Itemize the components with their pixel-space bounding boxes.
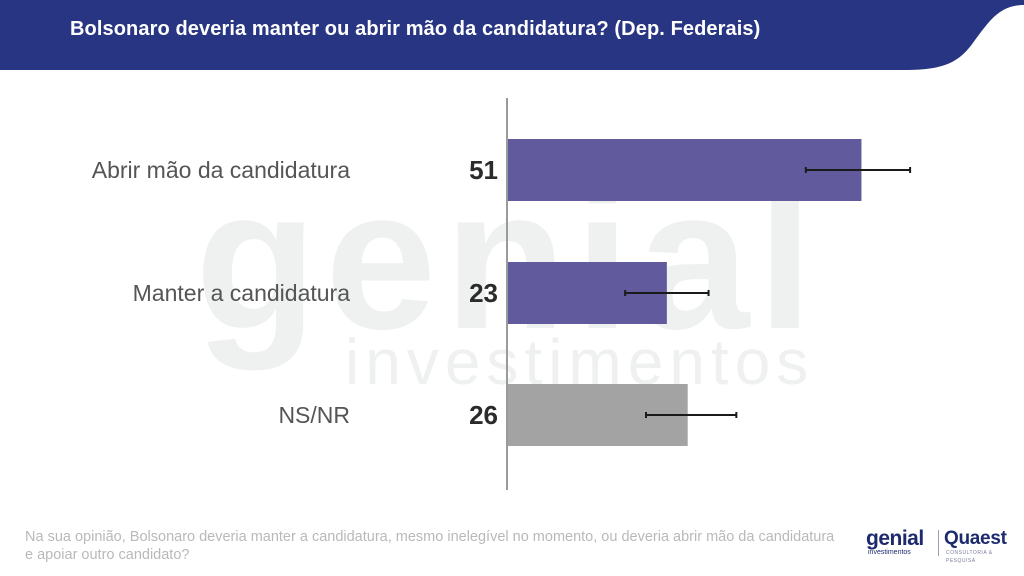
header-banner: Bolsonaro deveria manter ou abrir mão da…	[0, 0, 1024, 70]
genial-logo: genial	[866, 527, 924, 550]
quaest-logo: Quaest	[944, 528, 1007, 549]
value-label-1: 23	[469, 278, 498, 308]
category-label-1: Manter a candidatura	[133, 280, 351, 306]
genial-logo-sub: investimentos	[868, 549, 911, 556]
chart-title: Bolsonaro deveria manter ou abrir mão da…	[70, 18, 761, 40]
category-label-2: NS/NR	[278, 402, 350, 428]
bar-chart: Abrir mão da candidatura 51 Manter a candi…	[92, 98, 912, 490]
category-label-0: Abrir mão da candidatura	[92, 157, 350, 183]
footnote-question: Na sua opinião, Bolsonaro deveria manter…	[25, 529, 835, 563]
quaest-logo-sub: CONSULTORIA & PESQUISA	[946, 550, 993, 564]
value-label-0: 51	[469, 155, 498, 185]
logos: genial investimentos Quaest CONSULTORIA …	[866, 527, 1016, 565]
value-label-2: 26	[469, 400, 498, 430]
header-shape	[0, 0, 1024, 70]
bar-0	[507, 139, 862, 201]
logo-separator	[938, 530, 939, 556]
